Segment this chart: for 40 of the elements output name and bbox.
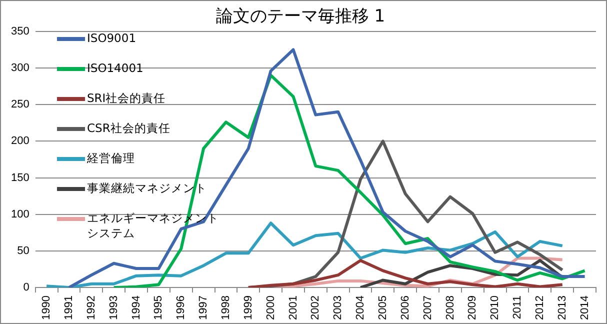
x-tick-label: 2013 [556,296,568,320]
x-tick-label: 1990 [40,296,53,320]
x-tick-label: 2010 [489,296,502,320]
x-tick-label: 2000 [264,296,277,320]
y-tick-label: 150 [10,172,30,184]
x-tick-label: 2008 [444,296,456,320]
x-tick-label: 2012 [534,296,546,320]
x-tick-label: 2011 [512,296,524,320]
x-tick-label: 1996 [175,296,188,320]
x-tick-label: 2003 [332,296,344,320]
y-tick-label: 0 [23,282,30,294]
x-tick-label: 1999 [242,296,254,320]
x-tick-label: 2007 [422,296,434,320]
x-tick-label: 1993 [108,296,120,320]
x-tick-label: 2014 [578,296,591,320]
x-tick-label: 2002 [310,296,322,320]
x-tick-label: 1991 [63,296,76,320]
x-tick-label: 1994 [130,296,142,320]
x-tick-label: 1997 [198,296,210,320]
y-tick-label: 300 [10,62,30,74]
x-tick-label: 2005 [376,296,389,320]
legend-label: ISO14001 [87,61,144,76]
chart-title: 論文のテーマ毎推移 1 [216,6,386,27]
legend-label: ISO9001 [87,31,136,46]
legend-label: 経営倫理 [87,151,135,166]
legend-label: SRI社会的責任 [87,91,166,106]
legend-label: CSR社会的責任 [87,121,170,136]
legend-label: 事業継続マネジメント [87,181,207,196]
y-tick-label: 200 [10,135,30,148]
y-tick-label: 50 [17,244,30,257]
y-tick-label: 100 [10,208,30,220]
y-tick-label: 250 [10,98,30,111]
x-tick-label: 2001 [287,296,300,320]
y-tick-label: 350 [10,25,30,38]
x-tick-label: 2004 [354,296,367,320]
x-tick-label: 2009 [466,296,479,320]
x-tick-label: 1992 [85,296,98,320]
x-tick-label: 2006 [399,296,412,320]
x-tick-label: 1998 [220,296,232,320]
x-tick-label: 1995 [152,296,165,320]
